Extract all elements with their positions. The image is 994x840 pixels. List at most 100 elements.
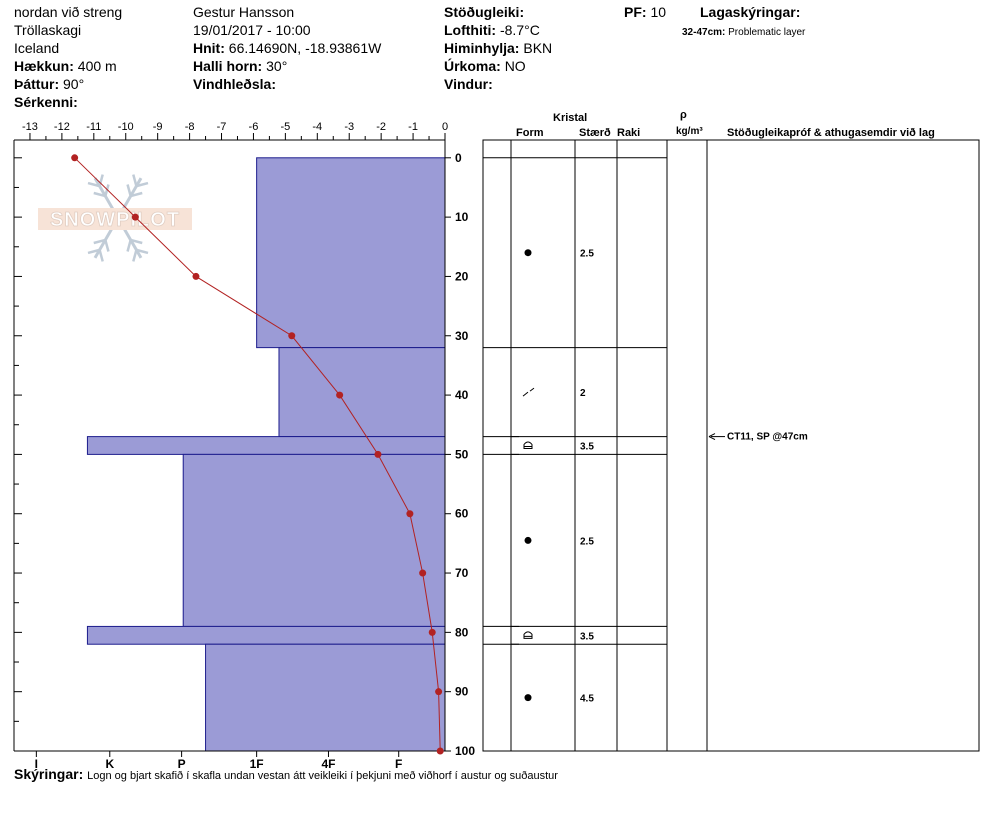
air-temp-value: -8.7°C [499,22,540,38]
sky-value: BKN [523,40,553,56]
observer: Gestur Hansson [193,4,295,20]
depth-tick-label: 50 [455,447,469,461]
pf: PF: 10 [624,4,666,21]
depth-tick-label: 20 [455,269,469,283]
top-tick-label: -11 [86,121,101,133]
elevation: Hækkun: 400 m [14,58,117,75]
precip-label: Úrkoma: [444,58,501,74]
snowflake-branch [104,184,110,197]
snowflake-branch [130,191,143,198]
depth-tick-label: 0 [455,151,462,165]
grain-size-value: 2.5 [580,536,594,547]
top-tick-label: -13 [22,121,38,133]
top-tick-label: -3 [344,121,354,133]
depth-tick-label: 30 [455,329,469,343]
snowflake-branch [98,249,104,262]
grain-size-value: 4.5 [580,694,594,705]
grain-size-value: 3.5 [580,631,594,642]
temperature-point [435,688,443,696]
wind-label: Vindur: [444,76,493,92]
form-header: Form [516,127,544,139]
coords-label: Hnit: [193,40,225,56]
sky: Himinhylja: BKN [444,40,552,57]
hardness-bar [256,157,446,349]
snowflake-branch [132,249,138,262]
snowflake-branch [126,184,132,197]
top-tick-label: 0 [442,121,448,133]
coords-value: 66.14690N, -18.93861W [228,40,382,56]
temperature-profile [71,154,444,755]
hardness-tick-label: F [395,757,402,771]
sky-label: Himinhylja: [444,40,520,56]
snowflake-branch [126,239,132,252]
grain-form-depth-hoar-icon [523,441,533,449]
watermark-band [38,208,192,230]
coords: Hnit: 66.14690N, -18.93861W [193,40,381,57]
density-unit-header: kg/m³ [676,126,703,137]
temperature-point [192,272,200,280]
aspect-value: 90° [63,76,85,92]
stability-test-label: CT11, SP @47cm [727,432,808,443]
aspect-label: Þáttur: [14,76,60,92]
top-tick-label: -4 [312,121,322,133]
snowflake-branch [130,238,143,245]
rho-header: ρ [680,109,687,121]
hardness-tick-label: P [178,757,186,771]
hardness-bar [86,436,446,455]
snowflake-branch [93,238,106,245]
crystal-header: Kristal [553,112,588,124]
air-temp: Lofthiti: -8.7°C [444,22,540,39]
snowflake-branch [87,248,100,255]
hardness-bar [182,453,446,627]
grain-size-value: 2 [580,388,586,399]
comments-header: Stöðugleikapróf & athugasemdir við lag [727,127,935,139]
location-line3: Iceland [14,40,60,56]
chart-axes: -13 -12 -11 -10 -9 -8 -7 -6 -5 -4 -3 -2 -1 0I K P 1F 4F F0… [13,121,475,771]
watermark-text: SNOWPILOT [50,209,180,231]
footer-label: Skýringar: [14,766,84,782]
pf-value: 10 [650,4,667,20]
features-label: Sérkenni: [14,94,78,110]
precip-value: NO [504,58,526,74]
temperature-point [428,628,436,636]
footer-text: Logn og bjart skafið í skafla undan vest… [87,770,558,782]
hardness-tick-label: K [105,757,114,771]
snowflake-branch [87,181,100,188]
grain-form-depth-hoar-icon [523,631,533,639]
aspect: Þáttur: 90° [14,76,84,93]
snowflake-branch [93,191,106,198]
depth-tick-label: 90 [455,685,469,699]
size-header: Stærð [579,127,611,139]
grain-form-rounded-icon [524,694,532,702]
footer-notes: Skýringar: Logn og bjart skafið í skafla… [14,766,558,785]
grain-form-rounded-icon [524,249,532,257]
top-tick-label: -2 [376,121,386,133]
hardness-bar [278,347,446,438]
depth-tick-label: 100 [455,744,475,758]
grain-form-rounded-icon [524,536,532,544]
depth-tick-label: 80 [455,625,469,639]
hardness-bar [86,625,446,645]
temperature-point [374,450,382,458]
snowflake-branch [104,239,110,252]
snowflake-branch [136,248,149,255]
top-tick-label: -8 [185,121,195,133]
layer-table: 2.5 2 3.5 2.5 3.5 4.5 CT11, SP @47cm [482,139,980,752]
top-tick-label: -12 [54,121,70,133]
temperature-point [336,391,344,399]
temperature-point [419,569,427,577]
top-tick-label: -6 [249,121,259,133]
hardness-tick-label: 4F [321,757,335,771]
table-border [482,139,980,752]
temperature-point [406,510,414,518]
pf-label: PF: [624,4,647,20]
top-tick-label: -1 [408,121,418,133]
snowflake-branch [136,181,149,188]
elevation-label: Hækkun: [14,58,74,74]
hardness-tick-label: 1F [250,757,264,771]
grain-size-value: 3.5 [580,442,594,453]
snowflake-branch [132,174,138,187]
hardness-bar [205,643,446,752]
elevation-value: 400 m [77,58,117,74]
